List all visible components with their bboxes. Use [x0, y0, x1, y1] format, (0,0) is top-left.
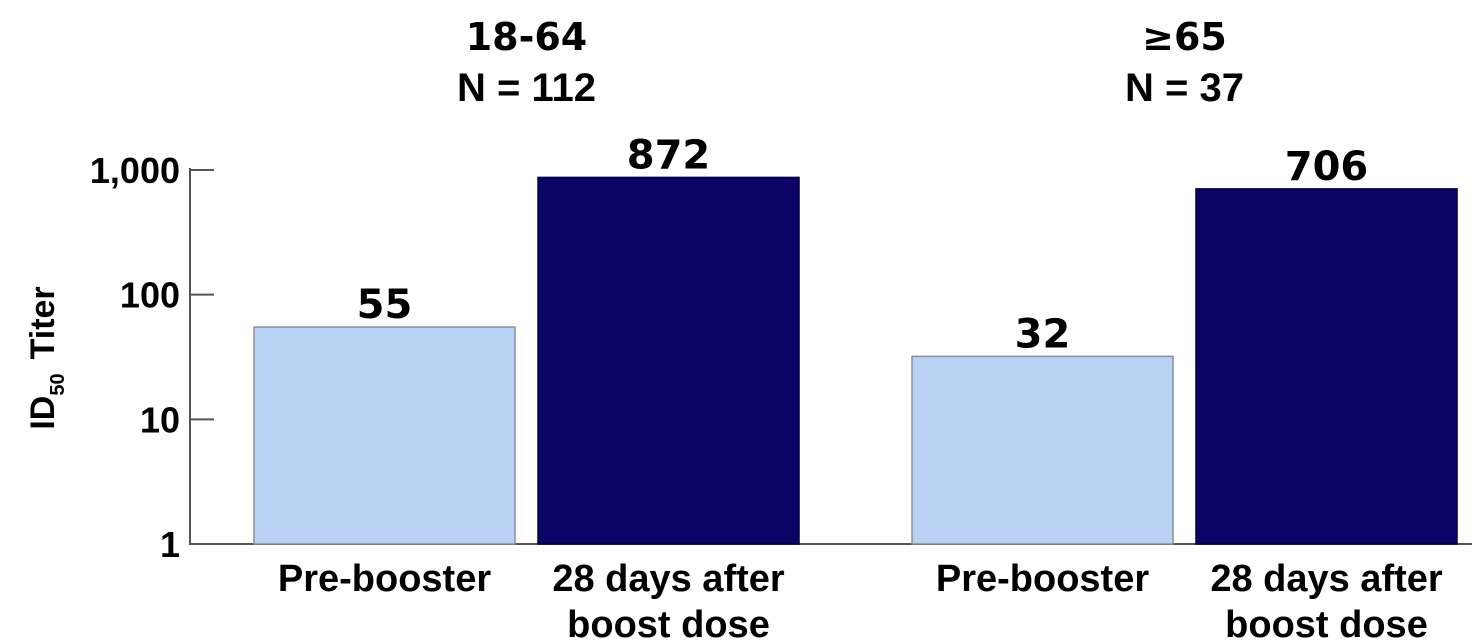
group-n-label: N = 37: [1125, 66, 1244, 110]
category-label: boost dose: [1225, 604, 1428, 644]
y-tick-label: 10: [140, 399, 180, 440]
y-axis-title-subscript: 50: [47, 373, 69, 395]
category-label: boost dose: [567, 604, 770, 644]
y-tick-label: 100: [120, 275, 180, 316]
category-label: 28 days after: [552, 558, 785, 600]
bar: [1195, 188, 1458, 545]
group-title: 18-64: [466, 15, 588, 59]
group-n-label: N = 112: [457, 66, 596, 110]
labels: 18-64 N = 112 55 Pre-booster 872 28 days afte…: [278, 15, 1443, 644]
y-axis-title-suffix: Titer: [24, 286, 62, 359]
group-title: ≥65: [1142, 15, 1227, 59]
y-tick-label: 1: [160, 524, 180, 565]
svg-text:ID50Titer: ID50 Titer: [24, 286, 69, 429]
bar-value-label: 706: [1285, 144, 1369, 190]
bar: [911, 355, 1174, 545]
bar-value-label: 872: [627, 132, 711, 178]
y-axis-title-main: ID: [24, 396, 62, 430]
bar-value-label: 55: [357, 282, 413, 328]
y-axis-title: ID50 Titer: [24, 286, 69, 429]
category-label: 28 days after: [1210, 558, 1443, 600]
category-label: Pre-booster: [936, 558, 1149, 600]
bars: [253, 176, 1458, 545]
bar: [253, 326, 516, 545]
y-tick-label: 1,000: [90, 150, 180, 191]
bar: [537, 176, 800, 545]
category-label: Pre-booster: [278, 558, 491, 600]
bar-value-label: 32: [1015, 311, 1071, 357]
